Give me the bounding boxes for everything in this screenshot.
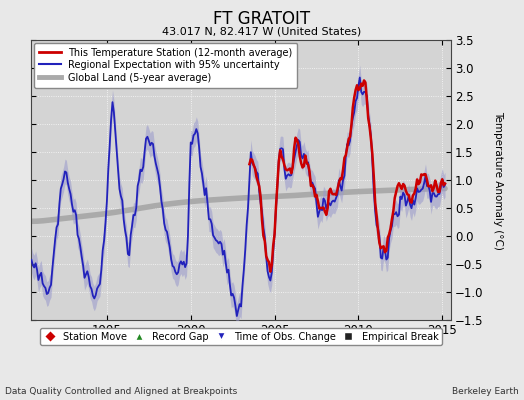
Text: 43.017 N, 82.417 W (United States): 43.017 N, 82.417 W (United States) (162, 26, 362, 36)
Text: Berkeley Earth: Berkeley Earth (452, 387, 519, 396)
Text: FT GRATOIT: FT GRATOIT (213, 10, 311, 28)
Y-axis label: Temperature Anomaly (°C): Temperature Anomaly (°C) (493, 110, 503, 250)
Legend: Station Move, Record Gap, Time of Obs. Change, Empirical Break: Station Move, Record Gap, Time of Obs. C… (40, 328, 442, 346)
Text: Data Quality Controlled and Aligned at Breakpoints: Data Quality Controlled and Aligned at B… (5, 387, 237, 396)
